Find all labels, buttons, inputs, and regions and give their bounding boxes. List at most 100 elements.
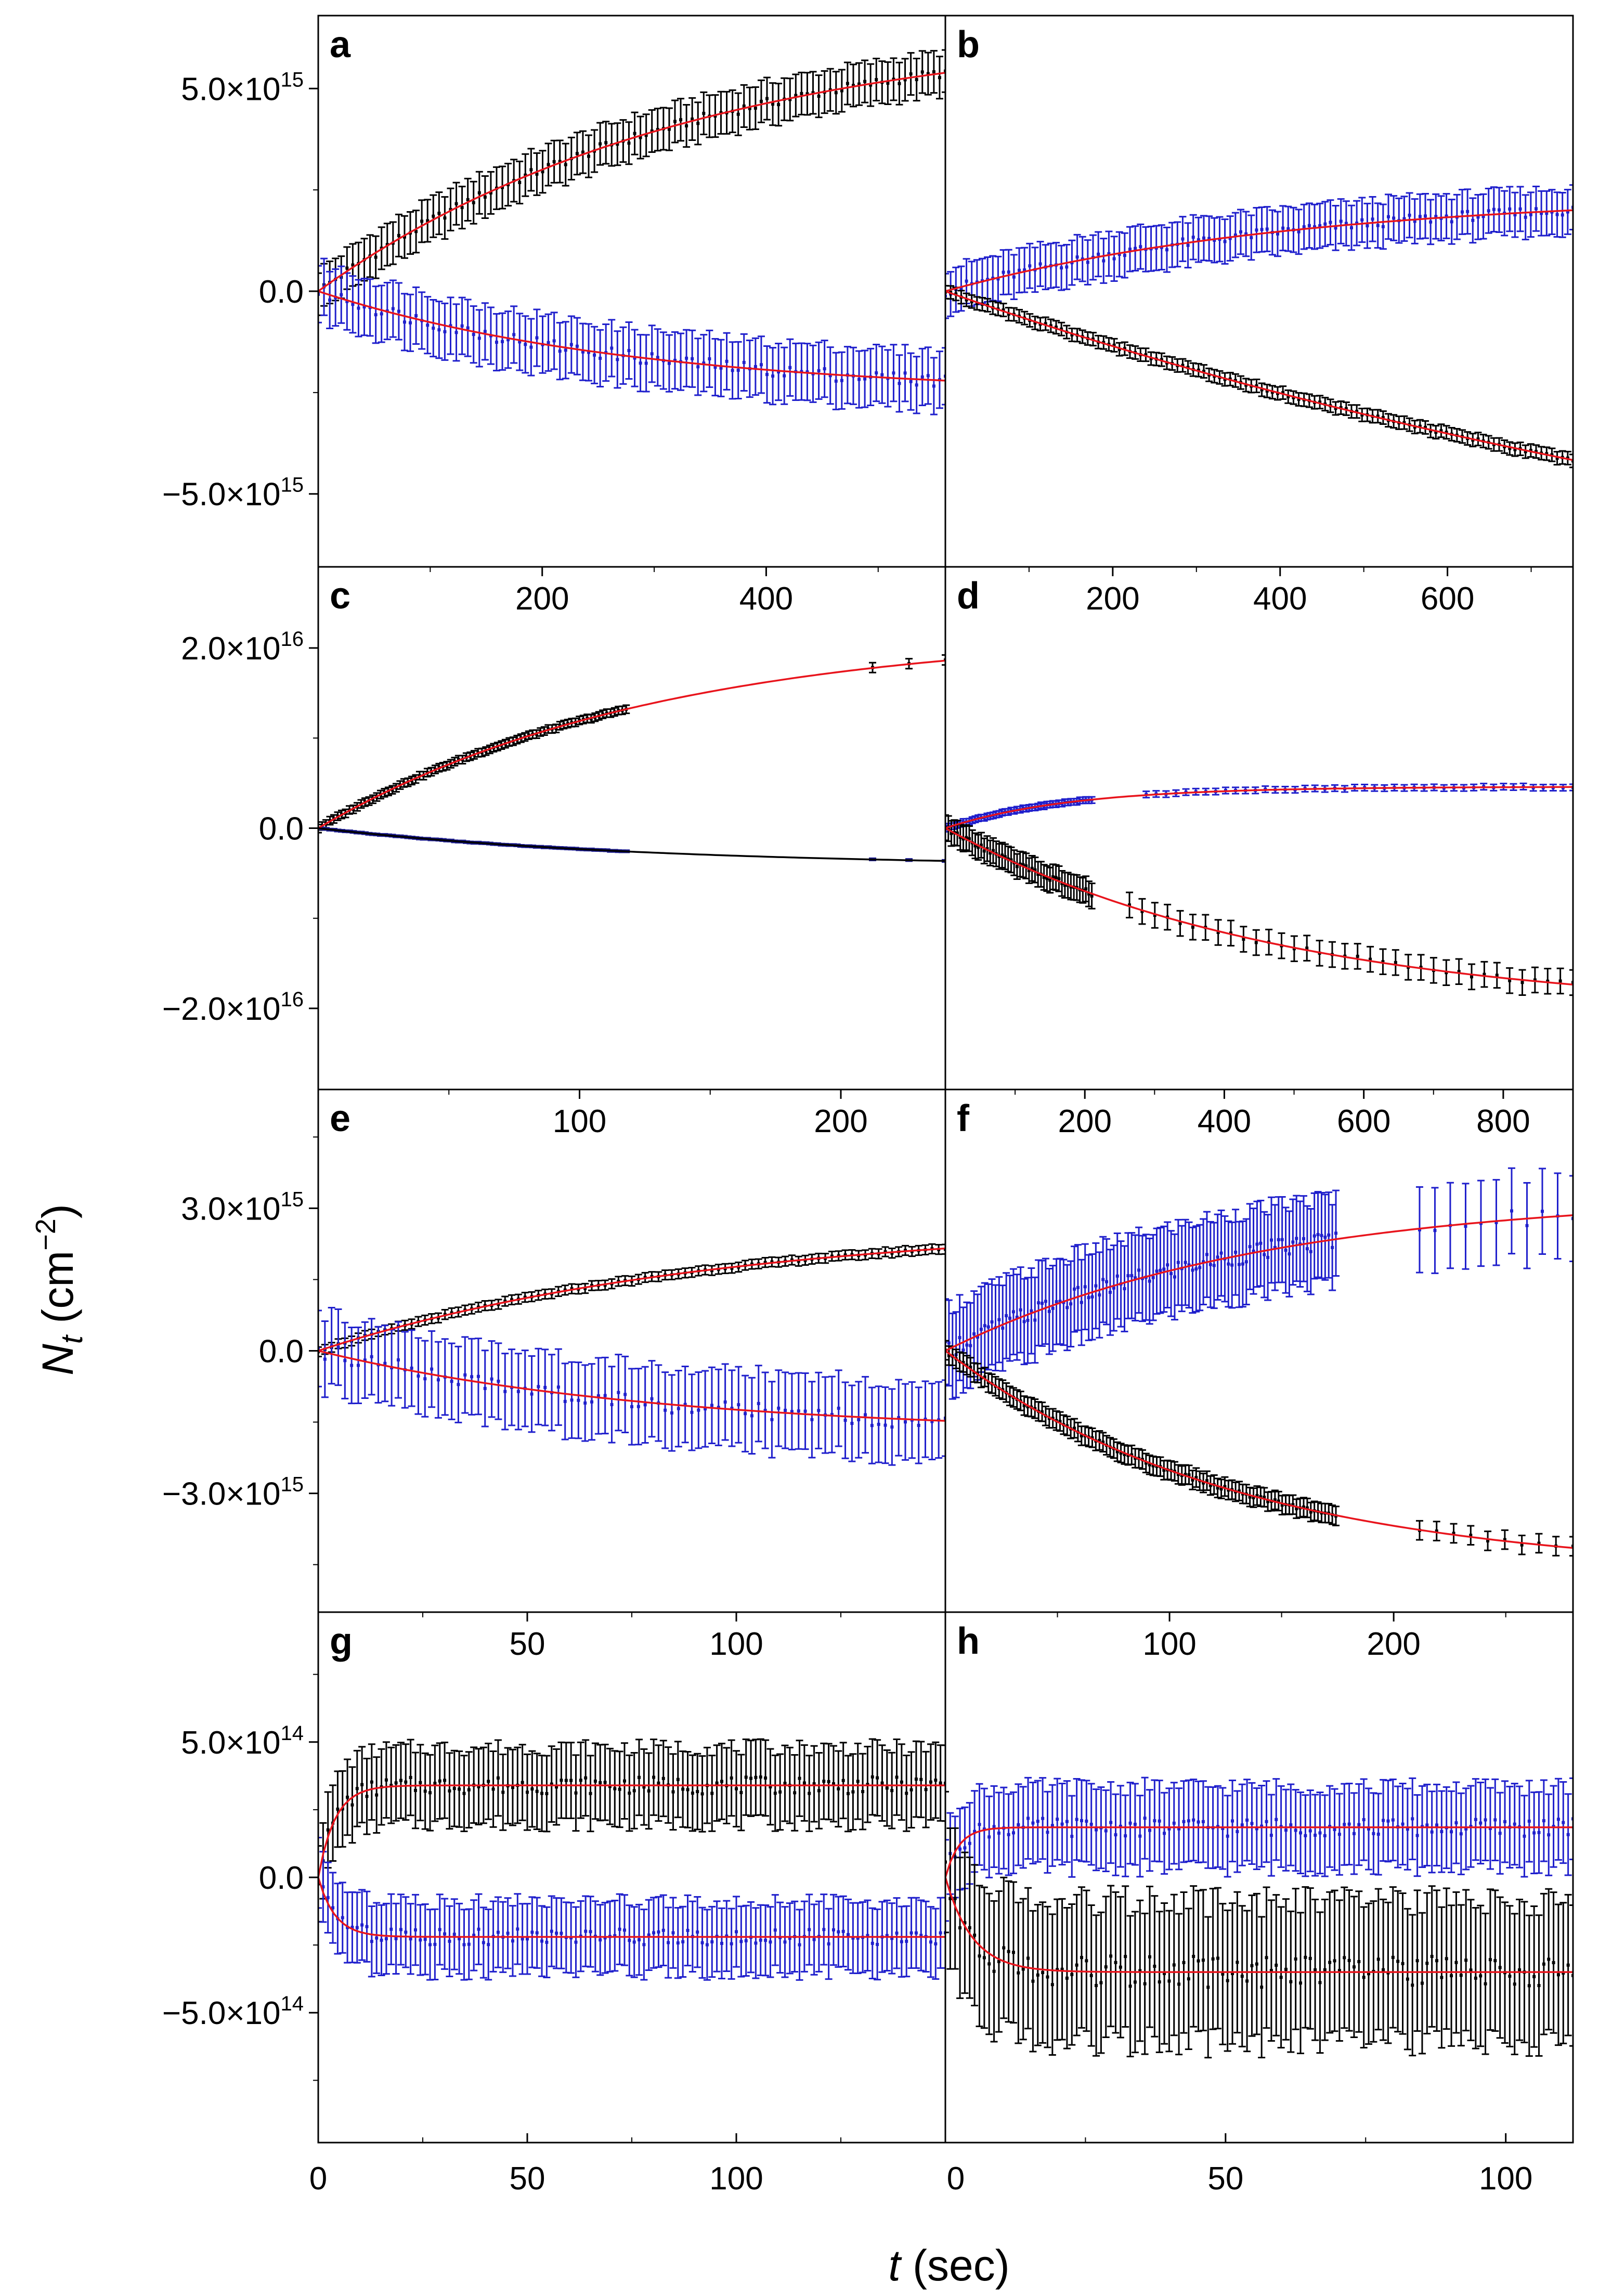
data-point — [1050, 1983, 1054, 1987]
data-point — [616, 358, 619, 361]
data-point — [617, 1391, 620, 1394]
data-point — [1269, 1969, 1273, 1973]
data-point — [1080, 1434, 1083, 1438]
y-tick-label-part: 15 — [281, 68, 304, 91]
data-point — [1513, 448, 1517, 451]
panel-a-fit-line — [318, 290, 945, 382]
data-point — [1552, 1961, 1555, 1964]
data-point — [875, 371, 878, 375]
data-point — [1488, 1826, 1492, 1830]
data-point — [720, 1941, 723, 1945]
data-point — [685, 356, 688, 360]
data-point — [341, 1807, 344, 1811]
data-point — [1537, 1541, 1541, 1545]
data-point — [1355, 410, 1359, 413]
data-point — [676, 1941, 680, 1945]
data-point — [664, 1408, 667, 1412]
data-point — [409, 1937, 412, 1941]
data-point — [375, 1936, 379, 1940]
data-point — [763, 1261, 767, 1264]
data-point — [1124, 1955, 1127, 1958]
data-point — [1244, 232, 1248, 236]
data-point — [1527, 1984, 1531, 1988]
data-point — [482, 1941, 485, 1944]
panel-f-series-0 — [945, 1189, 1340, 1400]
data-point — [1109, 1821, 1113, 1824]
data-point — [1440, 1976, 1444, 1979]
data-point — [1159, 1268, 1162, 1272]
data-point — [870, 1424, 874, 1428]
error-bar — [942, 1243, 945, 1255]
data-point — [1201, 1958, 1205, 1962]
data-point — [1312, 1234, 1316, 1238]
data-point — [1260, 228, 1264, 231]
data-point — [1206, 1986, 1210, 1989]
data-point — [1263, 1253, 1266, 1256]
data-point — [1202, 370, 1205, 373]
data-point — [1018, 862, 1022, 866]
data-point — [1476, 215, 1480, 219]
data-point — [1445, 971, 1448, 975]
data-point — [797, 1409, 800, 1413]
panel-letter-h-part: h — [957, 1620, 980, 1662]
data-point — [1166, 1263, 1169, 1267]
data-point — [769, 1940, 772, 1944]
data-point — [817, 1789, 821, 1793]
data-point — [914, 1778, 918, 1781]
data-point — [360, 1923, 364, 1927]
data-point — [1418, 1228, 1421, 1231]
data-point — [1003, 855, 1007, 859]
data-point — [603, 1781, 607, 1784]
data-point — [1042, 875, 1046, 879]
error-bar — [945, 1791, 949, 1934]
data-point — [530, 1787, 534, 1791]
error-bar — [318, 1346, 322, 1357]
data-point — [1307, 224, 1311, 227]
data-point — [1105, 1280, 1109, 1283]
data-point — [1425, 1962, 1429, 1965]
data-point — [1178, 922, 1182, 925]
data-point — [1555, 213, 1559, 216]
data-point — [777, 370, 781, 374]
data-point — [496, 1930, 500, 1934]
data-point — [1028, 264, 1032, 268]
data-point — [1236, 1961, 1239, 1964]
data-point — [1479, 1974, 1483, 1978]
data-point — [917, 1423, 920, 1427]
y-tick-label-part: −2.0×10 — [162, 991, 281, 1027]
data-point — [812, 1938, 816, 1941]
data-point — [1104, 1829, 1108, 1833]
data-point — [454, 202, 458, 205]
data-point — [428, 1791, 432, 1795]
data-point — [1191, 1478, 1194, 1482]
data-point — [1486, 1539, 1490, 1542]
data-point — [1494, 1221, 1498, 1224]
y-axis-subscript: t — [55, 1334, 89, 1344]
data-point — [599, 1938, 602, 1942]
data-point — [476, 1374, 480, 1378]
data-point — [808, 1928, 811, 1931]
data-point — [1320, 1234, 1323, 1237]
data-point — [1308, 1956, 1312, 1960]
data-point — [1367, 1972, 1371, 1976]
data-point — [448, 1939, 451, 1943]
data-point — [1030, 866, 1034, 870]
y-tick-label-part: 0.0 — [259, 1860, 304, 1896]
data-point — [375, 1793, 379, 1797]
data-point — [1508, 207, 1512, 211]
data-point — [670, 1411, 673, 1415]
data-point — [362, 305, 366, 309]
data-point — [1425, 1823, 1429, 1827]
data-point — [681, 1940, 685, 1943]
data-point — [673, 120, 677, 123]
data-point — [489, 191, 492, 194]
bottom-x-tick-label-part: 100 — [709, 2161, 763, 2197]
data-point — [1392, 216, 1396, 220]
data-point — [1036, 873, 1040, 876]
error-bar — [942, 859, 945, 863]
data-point — [518, 180, 522, 184]
data-point — [898, 82, 901, 85]
data-point — [1289, 1823, 1293, 1827]
data-point — [965, 1343, 969, 1347]
data-point — [1255, 384, 1258, 387]
